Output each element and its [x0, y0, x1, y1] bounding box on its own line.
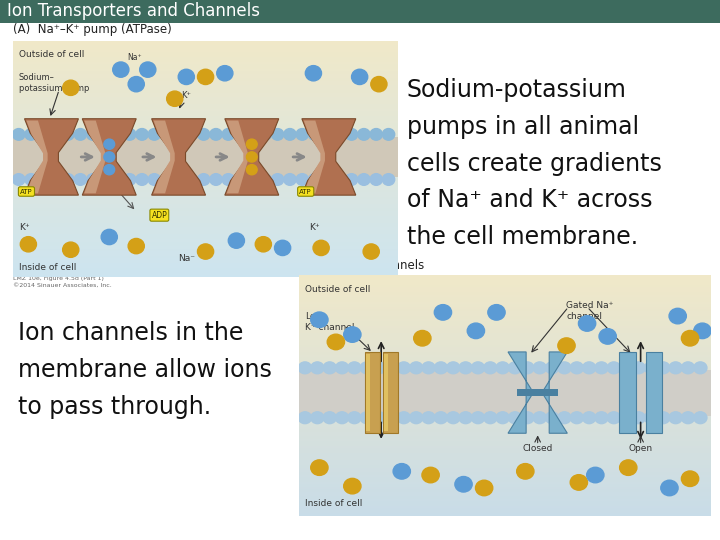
Bar [299, 383, 711, 386]
Circle shape [136, 174, 148, 185]
Bar [13, 52, 398, 55]
Circle shape [259, 129, 271, 140]
Bar [299, 436, 711, 439]
Circle shape [274, 240, 291, 255]
Bar [299, 369, 711, 372]
Bar [13, 152, 398, 154]
Bar [13, 48, 398, 50]
Circle shape [382, 174, 395, 185]
Circle shape [459, 412, 472, 424]
Circle shape [508, 412, 521, 424]
Bar [13, 145, 398, 147]
Circle shape [179, 69, 194, 85]
Bar [13, 190, 398, 192]
Bar [13, 159, 398, 161]
Bar [299, 379, 711, 381]
Circle shape [370, 129, 382, 140]
Bar [299, 290, 711, 292]
Circle shape [247, 174, 259, 185]
Bar [13, 92, 398, 95]
Bar [13, 121, 398, 123]
Bar [299, 458, 711, 461]
Bar [13, 220, 398, 222]
Circle shape [558, 338, 575, 353]
Text: ATP: ATP [300, 188, 312, 194]
Circle shape [63, 80, 78, 96]
Circle shape [607, 362, 621, 374]
Bar [13, 183, 398, 185]
Circle shape [358, 174, 370, 185]
Circle shape [271, 129, 284, 140]
Circle shape [620, 460, 637, 475]
Circle shape [296, 129, 308, 140]
Text: Gated Na⁺
channel: Gated Na⁺ channel [567, 301, 614, 321]
Bar [13, 199, 398, 201]
Circle shape [346, 174, 358, 185]
Bar [299, 400, 711, 403]
Bar [13, 218, 398, 220]
Circle shape [472, 412, 485, 424]
Text: Ion channels in the: Ion channels in the [18, 321, 243, 345]
Bar [13, 66, 398, 69]
Bar [299, 391, 711, 393]
Text: cells create gradients: cells create gradients [407, 152, 662, 176]
Circle shape [37, 174, 50, 185]
Text: Leak
K⁺ channel: Leak K⁺ channel [305, 312, 354, 332]
Bar [13, 114, 398, 116]
Text: pumps in all animal: pumps in all animal [407, 115, 639, 139]
Circle shape [644, 412, 657, 424]
Circle shape [595, 412, 608, 424]
Circle shape [246, 152, 257, 162]
Bar [13, 201, 398, 204]
Circle shape [496, 362, 509, 374]
Bar [13, 272, 398, 275]
Polygon shape [384, 354, 388, 431]
Polygon shape [646, 352, 662, 433]
Circle shape [311, 362, 324, 374]
Bar [299, 374, 711, 376]
Circle shape [271, 174, 284, 185]
Bar [13, 171, 398, 173]
Bar [13, 246, 398, 248]
Circle shape [62, 174, 74, 185]
Circle shape [128, 239, 144, 254]
Bar [13, 234, 398, 237]
Bar [299, 326, 711, 328]
Bar [299, 381, 711, 383]
Circle shape [259, 174, 271, 185]
Bar [13, 232, 398, 234]
Circle shape [323, 412, 336, 424]
Text: LMZ 10e, Figure 4.5d (Part 1)
©2014 Sinauer Associates, Inc.: LMZ 10e, Figure 4.5d (Part 1) ©2014 Sina… [13, 276, 112, 287]
Circle shape [632, 412, 645, 424]
Circle shape [327, 334, 344, 350]
Bar [13, 187, 398, 190]
Bar [299, 403, 711, 405]
Bar [299, 297, 711, 299]
Bar [299, 408, 711, 410]
Bar [13, 248, 398, 251]
Bar [299, 511, 711, 514]
Bar [13, 128, 398, 130]
Bar [13, 194, 398, 197]
Circle shape [382, 129, 395, 140]
Bar [299, 501, 711, 504]
Circle shape [475, 480, 492, 496]
Bar [13, 149, 398, 152]
Bar [299, 506, 711, 509]
Polygon shape [508, 352, 531, 433]
Circle shape [694, 412, 707, 424]
Bar [13, 180, 398, 183]
Bar [13, 69, 398, 71]
Circle shape [414, 330, 431, 346]
Bar [299, 420, 711, 422]
Bar [299, 429, 711, 431]
Bar [299, 461, 711, 463]
Bar [13, 76, 398, 78]
Circle shape [124, 174, 136, 185]
Circle shape [104, 165, 114, 175]
Bar [299, 472, 711, 475]
Circle shape [533, 362, 546, 374]
Circle shape [99, 174, 111, 185]
Bar [299, 477, 711, 480]
Bar [13, 260, 398, 263]
